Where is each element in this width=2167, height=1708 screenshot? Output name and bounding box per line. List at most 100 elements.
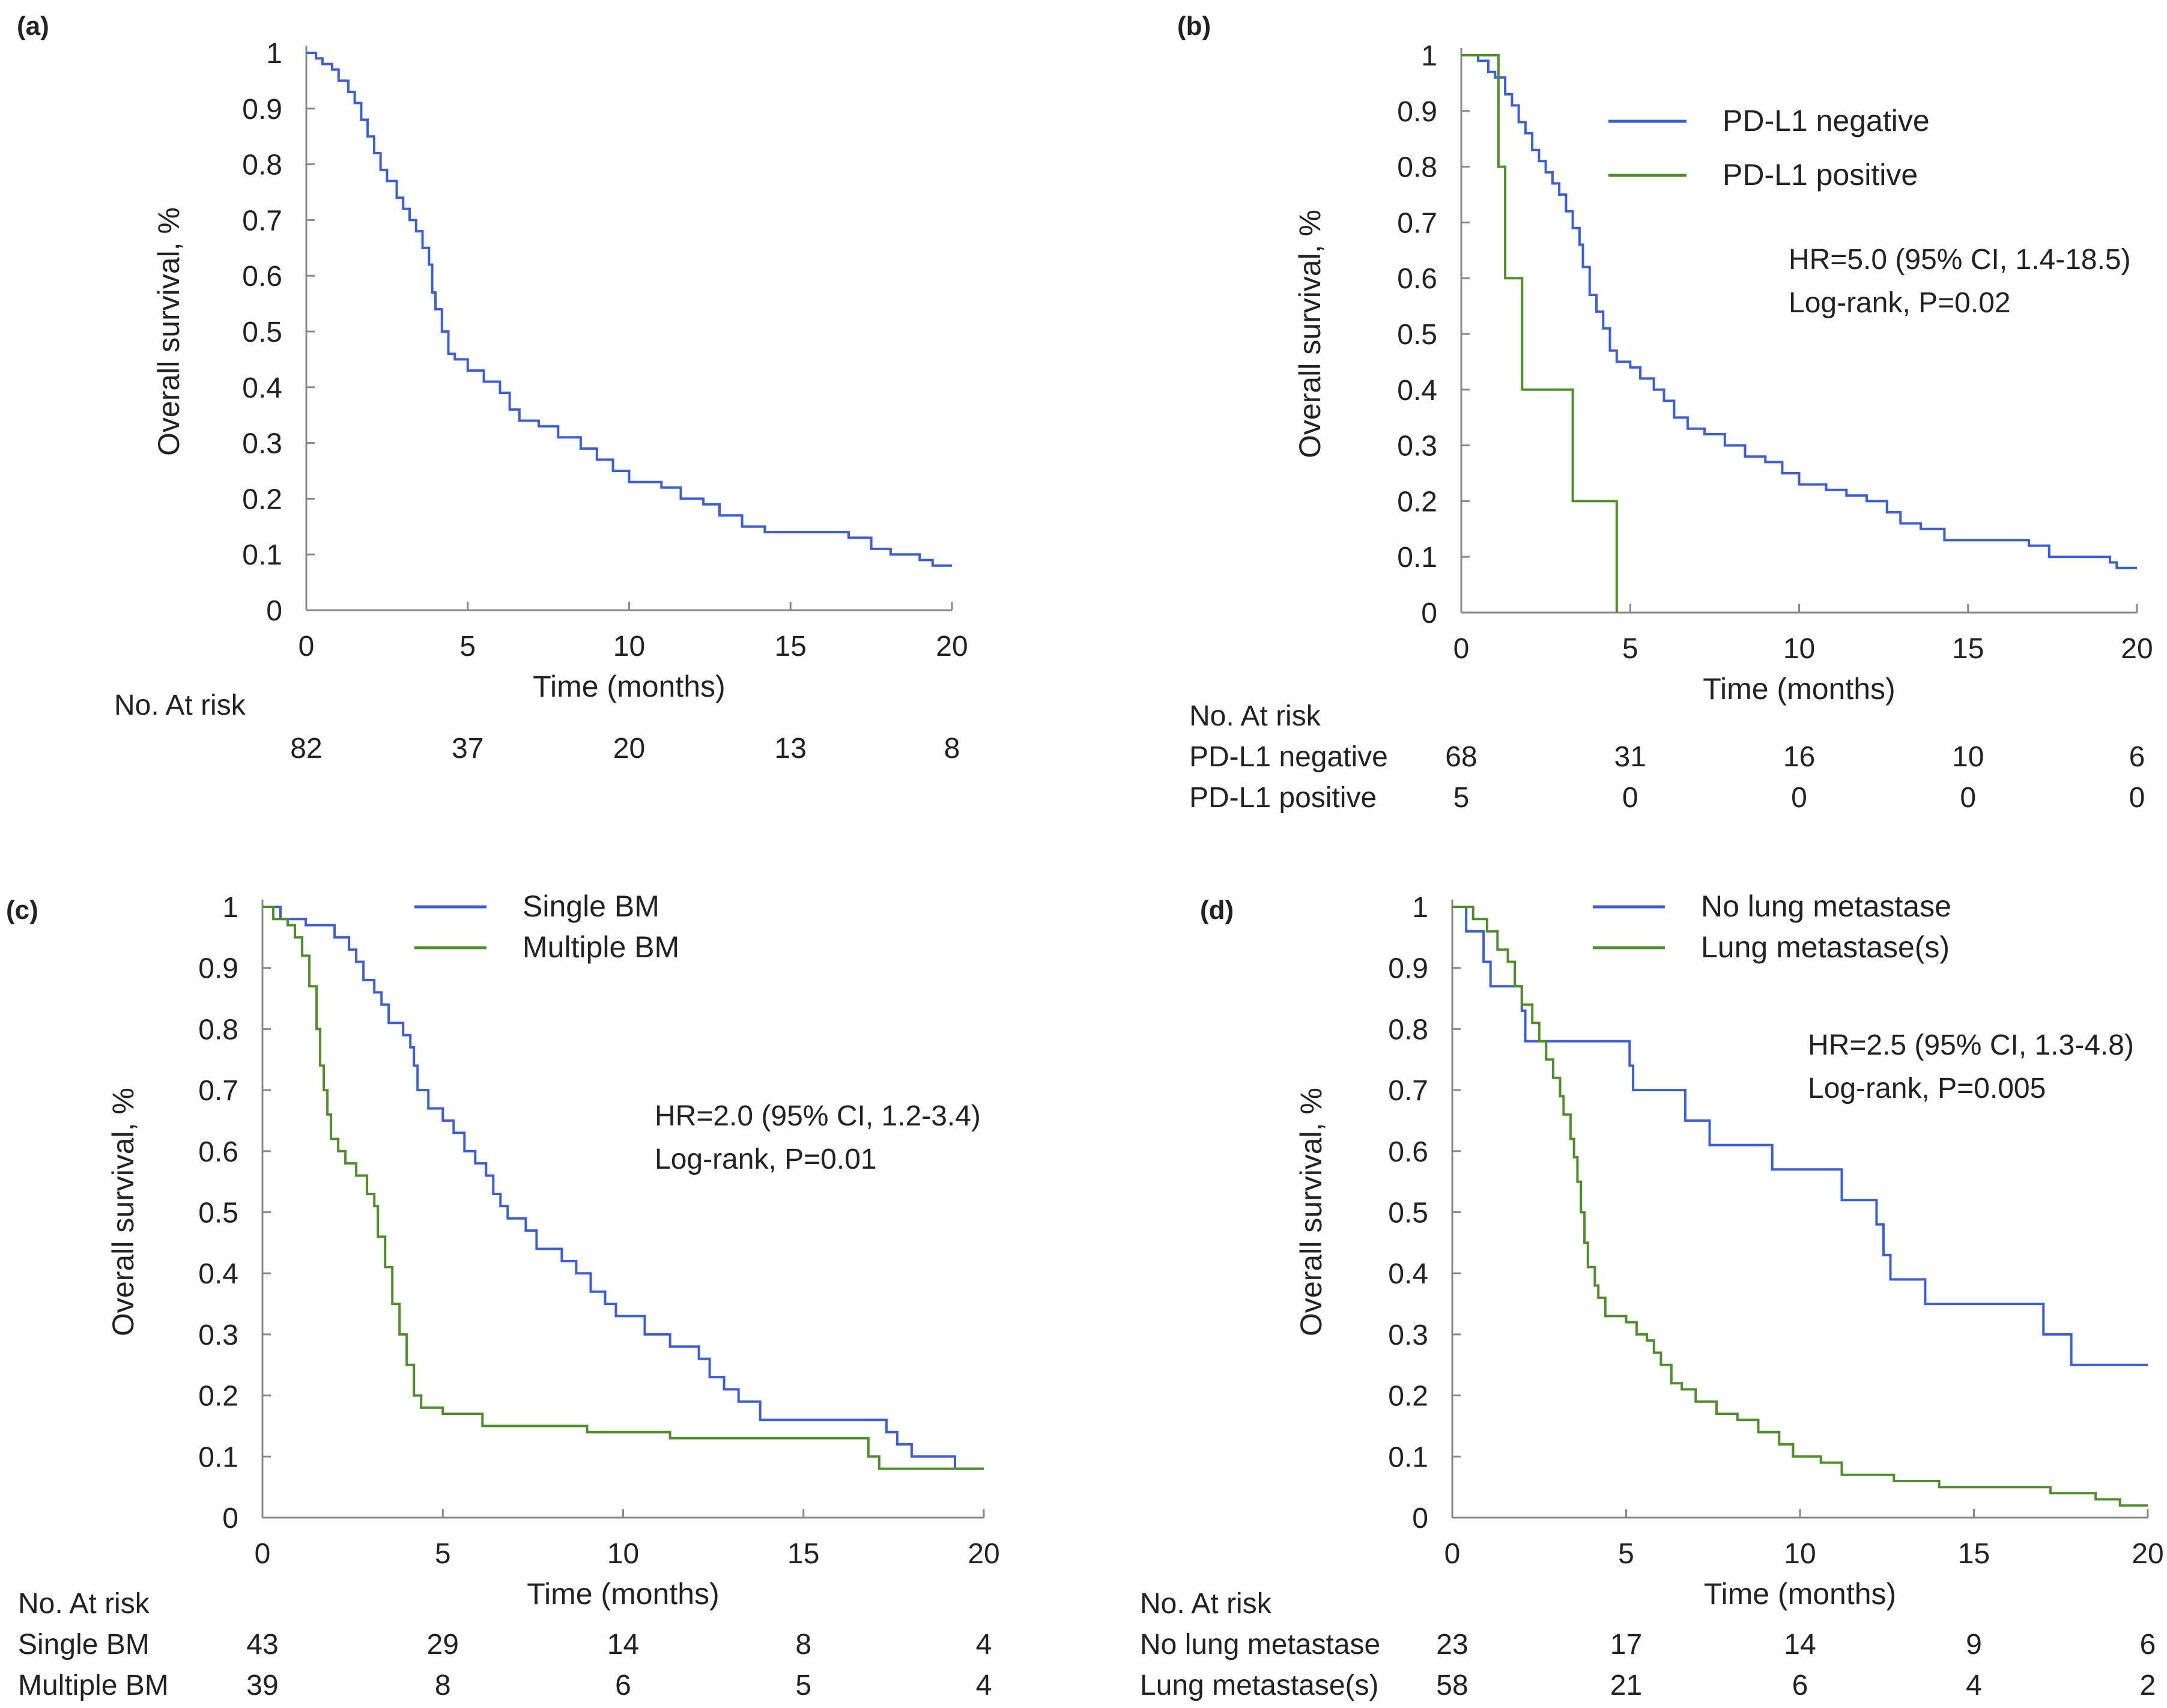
y-tick-label: 0.1 xyxy=(1397,542,1437,574)
risk-table-header: No. At risk xyxy=(1189,700,1321,732)
x-axis-title: Time (months) xyxy=(1703,672,1895,706)
panel-label: (a) xyxy=(17,11,49,41)
x-tick-label: 5 xyxy=(1622,633,1638,665)
risk-count: 5 xyxy=(1453,782,1470,814)
risk-count: 0 xyxy=(1960,782,1976,814)
y-tick-label: 0.4 xyxy=(1397,375,1437,407)
x-tick-label: 0 xyxy=(299,631,315,662)
risk-row-label: No lung metastase xyxy=(1140,1629,1380,1661)
x-axis-title: Time (months) xyxy=(1704,1577,1896,1611)
y-tick-label: 0.4 xyxy=(198,1258,238,1290)
series-line-lung-metastase-s xyxy=(1452,906,2148,1507)
risk-count: 58 xyxy=(1436,1670,1468,1701)
y-tick-label: 0.1 xyxy=(242,539,282,571)
risk-row-label: Multiple BM xyxy=(18,1670,169,1701)
annotation-text: HR=2.0 (95% CI, 1.2-3.4) xyxy=(655,1100,981,1132)
risk-count: 4 xyxy=(976,1670,992,1701)
x-tick-label: 15 xyxy=(775,631,807,662)
risk-count: 43 xyxy=(246,1629,278,1661)
x-tick-label: 5 xyxy=(435,1538,451,1570)
risk-count: 8 xyxy=(795,1629,811,1661)
risk-count: 16 xyxy=(1783,741,1815,773)
x-tick-label: 15 xyxy=(1958,1538,1990,1570)
risk-count: 4 xyxy=(976,1629,992,1661)
x-tick-label: 0 xyxy=(1444,1538,1461,1570)
y-tick-label: 0.7 xyxy=(1388,1075,1428,1107)
y-tick-label: 1 xyxy=(222,892,238,924)
risk-count: 20 xyxy=(613,733,645,765)
y-tick-label: 0.3 xyxy=(242,428,282,460)
x-tick-label: 10 xyxy=(607,1538,639,1570)
series-line-pd-l1-negative xyxy=(1461,54,2137,569)
y-tick-label: 0.2 xyxy=(242,483,282,515)
x-tick-label: 20 xyxy=(936,631,968,662)
panel-d: (d)00.10.20.30.40.50.60.70.80.910 5 10 15 20… xyxy=(1140,889,2164,1701)
risk-count: 0 xyxy=(1622,782,1638,814)
risk-count: 17 xyxy=(1610,1629,1642,1661)
y-tick-label: 0.4 xyxy=(1388,1258,1428,1290)
x-tick-label: 20 xyxy=(2132,1538,2163,1570)
risk-count: 8 xyxy=(944,733,960,765)
risk-count: 0 xyxy=(2129,782,2145,814)
legend-label: Single BM xyxy=(523,889,659,923)
y-tick-label: 0.8 xyxy=(198,1014,238,1046)
annotation-text: HR=5.0 (95% CI, 1.4-18.5) xyxy=(1789,244,2131,276)
risk-count: 2 xyxy=(2140,1670,2156,1701)
x-tick-label: 0 xyxy=(1453,633,1470,665)
risk-count: 14 xyxy=(1784,1629,1816,1661)
y-tick-label: 0.2 xyxy=(198,1381,238,1413)
y-tick-label: 1 xyxy=(1421,40,1437,72)
y-tick-label: 0.9 xyxy=(1388,953,1428,985)
panel-b: (b)00.10.20.30.40.50.60.70.80.910 5 10 15 20… xyxy=(1177,11,2153,814)
y-tick-label: 0 xyxy=(1412,1503,1428,1534)
risk-count: 21 xyxy=(1610,1670,1642,1701)
legend-label: PD-L1 negative xyxy=(1723,104,1930,138)
annotation-text: Log-rank, P=0.01 xyxy=(655,1143,877,1175)
risk-count: 10 xyxy=(1952,741,1984,773)
panel-c: (c)00.10.20.30.40.50.60.70.80.910 5 10 15 20… xyxy=(6,889,1000,1701)
y-tick-label: 0.2 xyxy=(1397,486,1437,518)
risk-table-header: No. At risk xyxy=(1140,1588,1272,1620)
y-tick-label: 0.8 xyxy=(1388,1014,1428,1046)
legend-label: Multiple BM xyxy=(523,930,679,964)
y-tick-label: 0.5 xyxy=(242,316,282,348)
annotation-text: Log-rank, P=0.005 xyxy=(1808,1073,2046,1104)
risk-count: 6 xyxy=(2129,741,2145,773)
series-line-no-lung-metastase xyxy=(1452,906,2148,1366)
y-tick-label: 0.6 xyxy=(198,1136,238,1168)
risk-row-label: Single BM xyxy=(18,1629,150,1661)
y-tick-label: 0.2 xyxy=(1388,1381,1428,1413)
y-tick-label: 0 xyxy=(222,1503,238,1534)
risk-count: 37 xyxy=(452,733,483,765)
risk-count: 13 xyxy=(775,733,807,765)
panel-label: (b) xyxy=(1177,11,1211,41)
y-tick-label: 0.3 xyxy=(1397,431,1437,462)
risk-row-label: PD-L1 negative xyxy=(1189,741,1388,773)
legend-label: Lung metastase(s) xyxy=(1701,930,1950,964)
risk-count: 23 xyxy=(1436,1629,1468,1661)
y-tick-label: 0.5 xyxy=(1397,319,1437,351)
x-tick-label: 20 xyxy=(968,1538,999,1570)
x-axis-title: Time (months) xyxy=(533,670,725,703)
x-tick-label: 5 xyxy=(1618,1538,1634,1570)
risk-row-label: Lung metastase(s) xyxy=(1140,1670,1379,1701)
annotation-text: HR=2.5 (95% CI, 1.3-4.8) xyxy=(1808,1029,2134,1061)
x-tick-label: 15 xyxy=(787,1538,819,1570)
y-tick-label: 0.9 xyxy=(1397,96,1437,128)
x-tick-label: 15 xyxy=(1952,633,1984,665)
risk-count: 39 xyxy=(246,1670,278,1701)
y-tick-label: 0.3 xyxy=(198,1319,238,1351)
y-tick-label: 0.1 xyxy=(1388,1441,1428,1473)
y-tick-label: 0.6 xyxy=(1397,263,1437,295)
series-line-pd-l1-positive xyxy=(1461,54,1618,613)
panel-label: (c) xyxy=(6,895,38,925)
panel-label: (d) xyxy=(1200,895,1234,925)
x-tick-label: 5 xyxy=(459,631,476,662)
risk-row-label: PD-L1 positive xyxy=(1189,782,1377,814)
legend-label: PD-L1 positive xyxy=(1723,158,1918,192)
risk-count: 31 xyxy=(1614,741,1646,773)
y-tick-label: 0.9 xyxy=(198,953,238,985)
legend-label: No lung metastase xyxy=(1701,889,1951,923)
risk-count: 68 xyxy=(1445,741,1477,773)
